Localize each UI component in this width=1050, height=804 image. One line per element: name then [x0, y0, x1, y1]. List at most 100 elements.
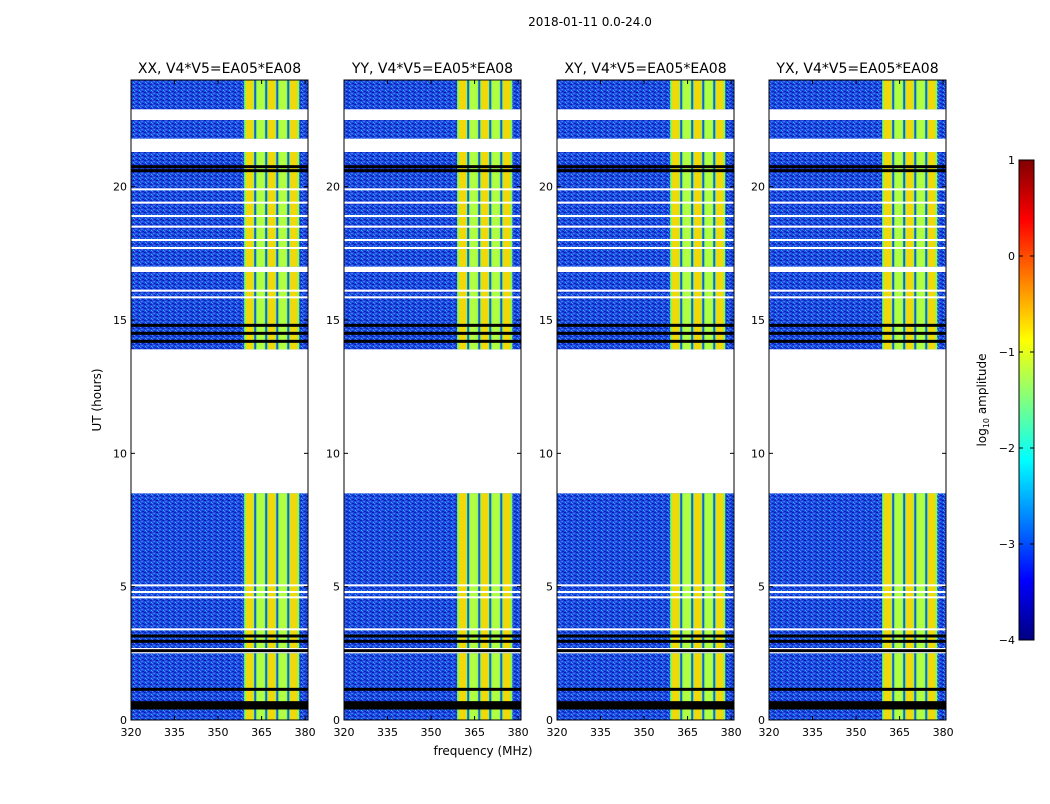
band-separator: [254, 493, 257, 648]
flagged-row: [344, 703, 521, 707]
band-separator: [691, 493, 694, 648]
gap-row: [769, 596, 946, 599]
band-stripe: [884, 120, 892, 139]
band-separator: [276, 272, 279, 350]
band-separator: [276, 80, 279, 110]
band-stripe: [481, 493, 489, 648]
y-tick-label: 5: [758, 581, 765, 594]
y-tick-label: 10: [326, 447, 340, 460]
gap-row: [131, 584, 308, 587]
band-separator: [903, 272, 906, 350]
band-stripe: [683, 493, 691, 648]
gap-row: [131, 239, 308, 241]
gap-row: [769, 584, 946, 587]
x-tick-label: 350: [634, 726, 655, 739]
band-stripe: [906, 653, 914, 720]
band-stripe: [268, 272, 276, 350]
y-tick-label: 5: [333, 581, 340, 594]
band-separator: [680, 272, 683, 350]
panel-heatmap: [344, 80, 521, 720]
band-stripe: [257, 80, 265, 110]
gap-row: [344, 201, 521, 204]
panel-heatmap: [769, 80, 946, 720]
x-tick-label: 365: [251, 726, 272, 739]
band-stripe: [268, 653, 276, 720]
band-separator: [691, 80, 694, 110]
flagged-row: [557, 701, 734, 705]
flagged-row: [769, 639, 946, 643]
band-separator: [914, 653, 917, 720]
band-stripe: [290, 152, 298, 267]
band-separator: [254, 152, 257, 267]
band-stripe: [683, 272, 691, 350]
band-separator: [287, 493, 290, 648]
flagged-row: [769, 634, 946, 638]
flagged-row: [131, 169, 308, 173]
band-separator: [903, 120, 906, 139]
band-stripe: [268, 493, 276, 648]
band-stripe: [906, 493, 914, 648]
colorbar-tick-label: 1: [1008, 154, 1015, 167]
band-separator: [478, 80, 481, 110]
y-tick-label: 0: [120, 714, 127, 727]
band-separator: [691, 653, 694, 720]
band-stripe: [672, 120, 680, 139]
band-separator: [713, 152, 716, 267]
gap-row: [344, 628, 521, 631]
gap-row: [769, 591, 946, 593]
band-separator: [467, 493, 470, 648]
gap-row: [769, 225, 946, 228]
band-stripe: [672, 493, 680, 648]
band-stripe: [246, 493, 254, 648]
band-block: [670, 120, 726, 139]
flagged-row: [344, 323, 521, 327]
band-separator: [903, 493, 906, 648]
band-stripe: [503, 493, 511, 648]
band-stripe: [705, 120, 713, 139]
band-separator: [914, 152, 917, 267]
band-stripe: [694, 653, 702, 720]
band-stripe: [906, 272, 914, 350]
band-separator: [702, 152, 705, 267]
flagged-row: [131, 331, 308, 335]
band-stripe: [246, 120, 254, 139]
band-block: [244, 272, 300, 350]
panel-3: XY, V4*V5=EA05*EA08 320 335 350 365 380 0 5 10 15…: [539, 61, 742, 739]
flagged-row: [557, 165, 734, 169]
x-tick-label: 320: [334, 726, 355, 739]
band-stripe: [716, 120, 724, 139]
band-separator: [500, 653, 503, 720]
gap-row: [769, 201, 946, 204]
panel-heatmap: [557, 80, 734, 720]
colorbar-ticks: 1 0 −1 −2 −3 −4: [999, 154, 1034, 647]
y-tick-label: 20: [326, 181, 340, 194]
panel-title: YX, V4*V5=EA05*EA08: [775, 61, 938, 77]
band-block: [670, 493, 726, 648]
band-separator: [691, 272, 694, 350]
band-stripe: [290, 653, 298, 720]
y-tick-label: 15: [751, 314, 765, 327]
band-separator: [265, 152, 268, 267]
x-tick-label: 350: [846, 726, 867, 739]
band-separator: [892, 653, 895, 720]
band-stripe: [279, 152, 287, 267]
band-stripe: [503, 120, 511, 139]
flagged-row: [344, 687, 521, 691]
flagged-row: [769, 649, 946, 653]
band-stripe: [716, 493, 724, 648]
band-stripe: [716, 653, 724, 720]
band-stripe: [279, 120, 287, 139]
band-separator: [276, 493, 279, 648]
band-stripe: [279, 272, 287, 350]
band-stripe: [884, 152, 892, 267]
flagged-row: [769, 703, 946, 707]
flagged-row: [557, 706, 734, 710]
band-stripe: [694, 80, 702, 110]
flagged-row: [131, 701, 308, 705]
band-separator: [467, 152, 470, 267]
band-stripe: [246, 80, 254, 110]
band-separator: [467, 80, 470, 110]
flagged-row: [131, 706, 308, 710]
gap-row: [344, 239, 521, 241]
band-separator: [713, 120, 716, 139]
